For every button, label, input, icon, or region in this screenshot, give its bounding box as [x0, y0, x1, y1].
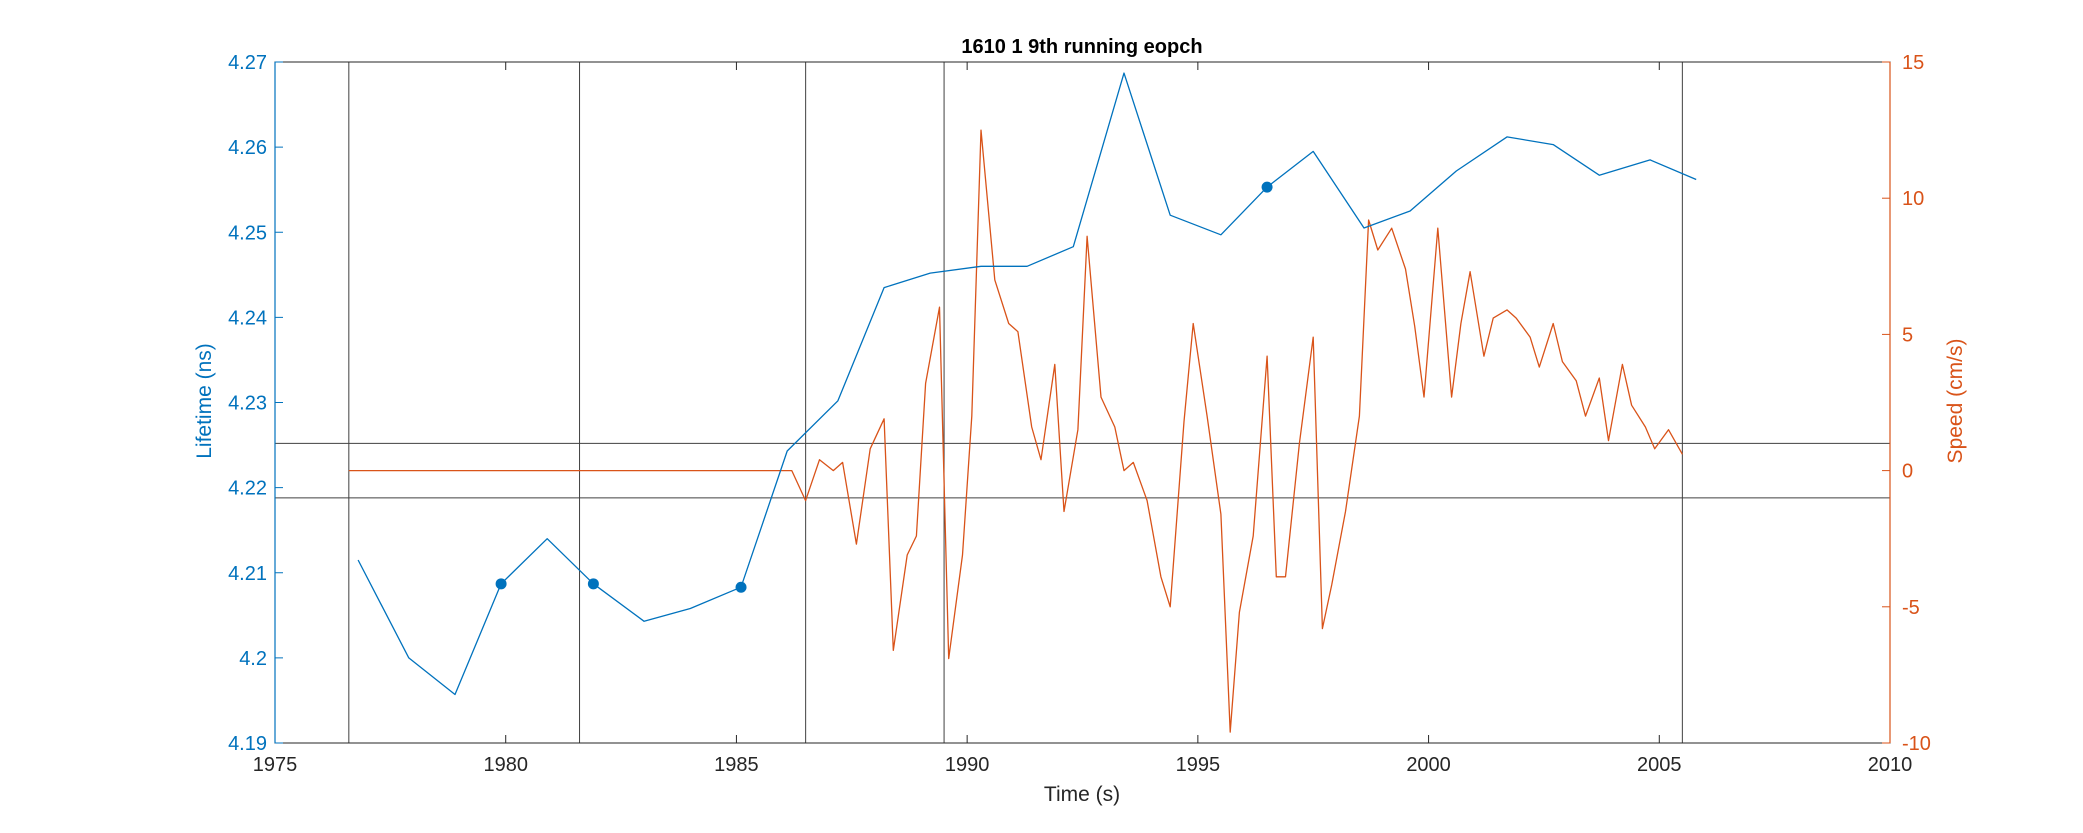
x-tick-label: 1980 [483, 754, 528, 776]
x-tick-label: 2000 [1406, 754, 1451, 776]
lifetime-series [357, 72, 1697, 696]
x-axis: 1975 1980 1985 1990 1995 2000 2005 2010 [253, 62, 1913, 776]
y-left-tick-label: 4.19 [228, 733, 267, 755]
y-left-tick-label: 4.26 [228, 137, 267, 159]
y-right-tick-label: -10 [1902, 733, 1931, 755]
x-tick-label: 1985 [714, 754, 759, 776]
y-axis-right: -10 -5 0 5 10 15 [1882, 52, 1931, 755]
x-axis-label: Time (s) [1044, 783, 1120, 806]
y-axis-left-label: Lifetime (ns) [193, 343, 216, 459]
y-left-tick-label: 4.21 [228, 563, 267, 585]
x-tick-label: 1975 [253, 754, 298, 776]
speed-line [348, 129, 1683, 733]
lifetime-marker [495, 578, 507, 590]
speed-series [348, 129, 1683, 733]
y-right-tick-label: 0 [1902, 461, 1913, 483]
y-left-tick-label: 4.2 [239, 648, 267, 670]
y-axis-right-label: Speed (cm/s) [1944, 339, 1967, 464]
y-right-tick-label: 5 [1902, 324, 1913, 346]
lifetime-marker [1261, 181, 1273, 193]
y-right-tick-label: 10 [1902, 188, 1924, 210]
lifetime-marker [587, 578, 599, 590]
y-left-tick-label: 4.22 [228, 478, 267, 500]
y-axis-left: 4.19 4.2 4.21 4.22 4.23 4.24 4.25 4.26 4.27 [228, 52, 283, 755]
y-left-tick-label: 4.24 [228, 307, 267, 329]
lifetime-marker [735, 581, 747, 593]
y-right-tick-label: -5 [1902, 597, 1920, 619]
lifetime-line [357, 72, 1697, 696]
y-left-tick-label: 4.25 [228, 222, 267, 244]
x-tick-label: 1995 [1176, 754, 1221, 776]
chart-title: 1610 1 9th running eopch [961, 36, 1202, 58]
reference-lines [275, 62, 1890, 743]
x-tick-label: 2005 [1637, 754, 1682, 776]
y-left-tick-label: 4.27 [228, 52, 267, 74]
y-right-tick-label: 15 [1902, 52, 1924, 74]
x-tick-label: 1990 [945, 754, 990, 776]
x-tick-label: 2010 [1868, 754, 1913, 776]
y-left-tick-label: 4.23 [228, 393, 267, 415]
